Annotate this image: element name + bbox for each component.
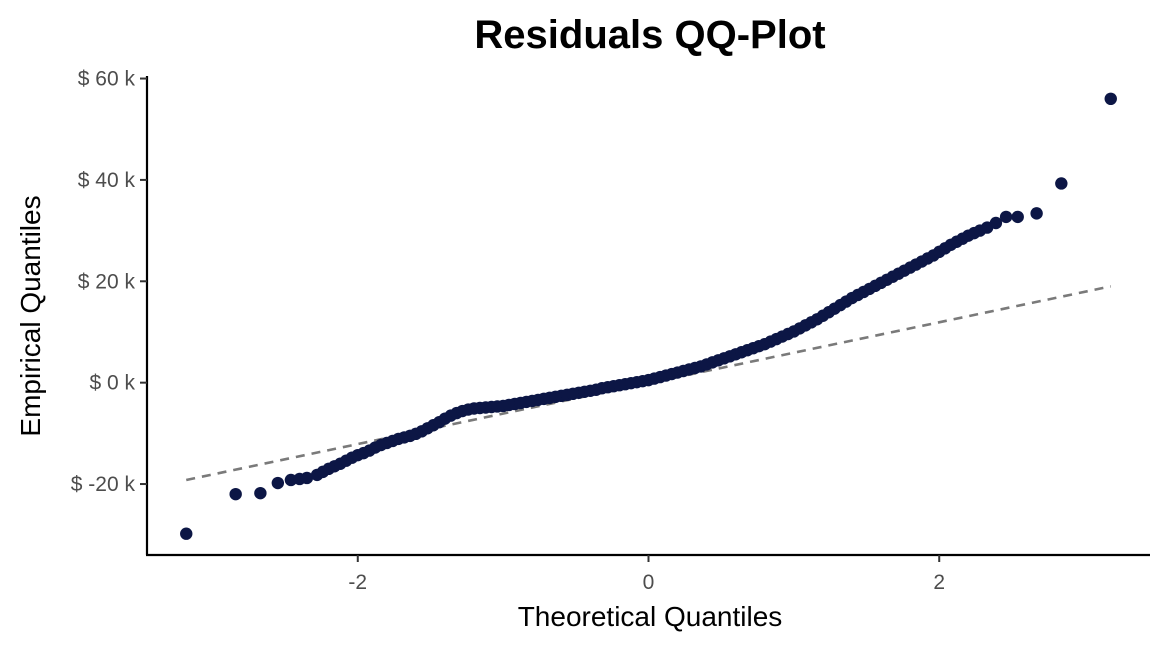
y-axis-ticks: $ -20 k $ 0 k $ 20 k $ 40 k $ 60 k	[71, 68, 147, 496]
data-point	[180, 527, 193, 540]
data-point	[271, 476, 285, 490]
x-axis-ticks: -2 0 2	[348, 555, 945, 594]
data-point	[254, 486, 267, 500]
x-tick-label: -2	[348, 571, 367, 594]
y-tick-label: $ 0 k	[89, 372, 135, 395]
data-point	[1104, 92, 1117, 106]
x-tick-label: 0	[643, 571, 655, 594]
x-axis-title: Theoretical Quantiles	[518, 601, 783, 632]
data-points-group	[180, 92, 1117, 540]
y-tick-label: $ 40 k	[78, 169, 136, 192]
y-tick-label: $ 60 k	[78, 68, 136, 91]
data-point	[989, 216, 1003, 230]
data-point	[1011, 210, 1024, 224]
x-tick-label: 2	[933, 571, 945, 594]
chart-title: Residuals QQ-Plot	[474, 13, 825, 57]
y-tick-label: $ -20 k	[71, 473, 136, 496]
y-tick-label: $ 20 k	[78, 270, 136, 293]
data-point	[300, 471, 314, 485]
data-point	[1030, 207, 1043, 220]
data-point	[1055, 177, 1068, 190]
y-axis-title: Empirical Quantiles	[15, 195, 46, 436]
data-point	[999, 210, 1013, 224]
data-point	[229, 487, 242, 501]
